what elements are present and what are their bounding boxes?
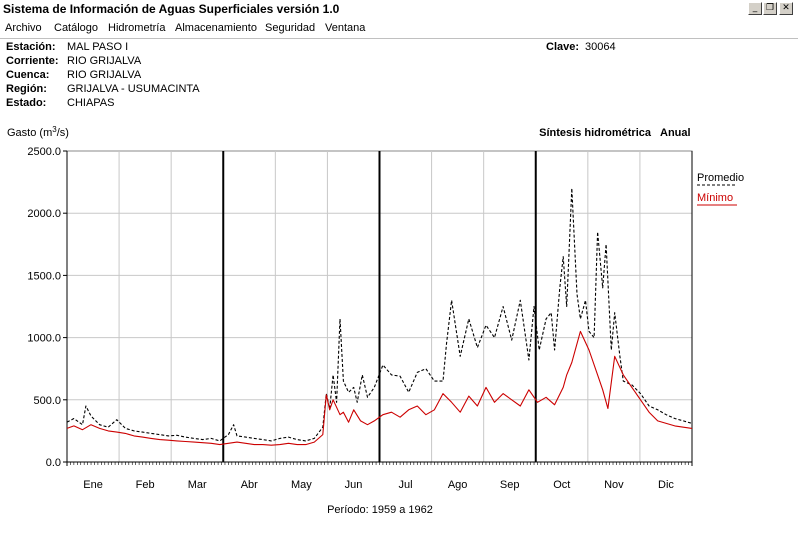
x-tick-label: Feb <box>136 479 155 491</box>
menu-hidrometria[interactable]: Hidrometría <box>108 22 165 34</box>
menu-archivo[interactable]: Archivo <box>5 22 42 34</box>
x-tick-label: Jun <box>345 479 363 491</box>
menu-catalogo[interactable]: Catálogo <box>54 22 98 34</box>
chart-legend: Promedio Mínimo <box>697 172 744 205</box>
menu-ventana[interactable]: Ventana <box>325 22 365 34</box>
y-tick-label: 2000.0 <box>27 208 61 220</box>
report-window: Estación: MAL PASO I Corriente: RIO GRIJ… <box>0 39 798 549</box>
title-bar: Sistema de Información de Aguas Superfic… <box>0 0 798 19</box>
menu-almacenamiento[interactable]: Almacenamiento <box>175 22 257 34</box>
x-tick-label: Jul <box>399 479 413 491</box>
period-label: Período: 1959 a 1962 <box>327 504 433 516</box>
menu-bar: Archivo Catálogo Hidrometría Almacenamie… <box>0 19 798 39</box>
legend-promedio-label: Promedio <box>697 172 744 184</box>
y-tick-label: 1500.0 <box>27 270 61 282</box>
menu-seguridad[interactable]: Seguridad <box>265 22 315 34</box>
close-button[interactable]: ✕ <box>779 2 793 15</box>
restore-button[interactable]: ❐ <box>763 2 777 15</box>
x-tick-label: May <box>291 479 312 491</box>
x-tick-label: Abr <box>241 479 258 491</box>
y-tick-label: 1000.0 <box>27 333 61 345</box>
y-tick-label: 500.0 <box>33 395 61 407</box>
x-tick-label: Ene <box>83 479 103 491</box>
y-tick-label: 0.0 <box>46 457 61 469</box>
x-tick-label: Sep <box>500 479 520 491</box>
x-tick-label: Dic <box>658 479 674 491</box>
chart-grid <box>67 151 692 462</box>
x-tick-label: Nov <box>604 479 624 491</box>
chart-title: Síntesis hidrométrica <box>539 127 652 139</box>
x-tick-label: Ago <box>448 479 468 491</box>
window-title: Sistema de Información de Aguas Superfic… <box>3 2 339 16</box>
legend-minimo-label: Mínimo <box>697 192 733 204</box>
hydrograph-chart: Gasto (m3/s) Síntesis hidrométrica Anual… <box>0 39 798 549</box>
y-tick-label: 2500.0 <box>27 146 61 158</box>
minimize-button[interactable]: _ <box>748 2 762 15</box>
x-tick-label: Mar <box>188 479 207 491</box>
y-axis-label: Gasto (m3/s) <box>7 125 69 139</box>
x-tick-label: Oct <box>553 479 570 491</box>
chart-period-type: Anual <box>660 127 691 139</box>
